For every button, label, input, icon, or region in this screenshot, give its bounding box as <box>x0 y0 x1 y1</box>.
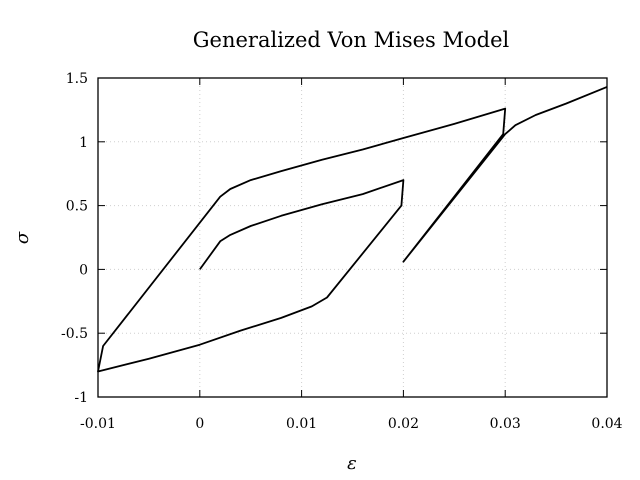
series-line <box>97 86 608 373</box>
x-axis-label: ε <box>347 453 357 474</box>
grid <box>98 78 607 397</box>
tick-labels: -0.01 0 0.01 0.02 0.03 0.04 -1 -0.5 0 0.5 1 1.5 <box>61 71 623 432</box>
y-tick-label: 0.5 <box>66 199 88 215</box>
y-tick-label: 1 <box>79 135 88 151</box>
x-tick-label: 0.03 <box>490 416 521 432</box>
x-tick-label: -0.01 <box>80 416 116 432</box>
y-tick-label: 0 <box>79 262 88 278</box>
x-tick-label: 0 <box>195 416 204 432</box>
plot-frame <box>97 77 608 398</box>
y-tick-label: 1.5 <box>66 71 88 87</box>
y-tick-label: -0.5 <box>61 326 88 342</box>
x-tick-label: 0.02 <box>388 416 419 432</box>
y-tick-label: -1 <box>74 390 88 406</box>
y-axis-label: σ <box>12 231 33 244</box>
chart-title: Generalized Von Mises Model <box>193 28 510 52</box>
series-group <box>97 86 608 373</box>
x-tick-label: 0.04 <box>591 416 622 432</box>
x-tick-label: 0.01 <box>286 416 317 432</box>
